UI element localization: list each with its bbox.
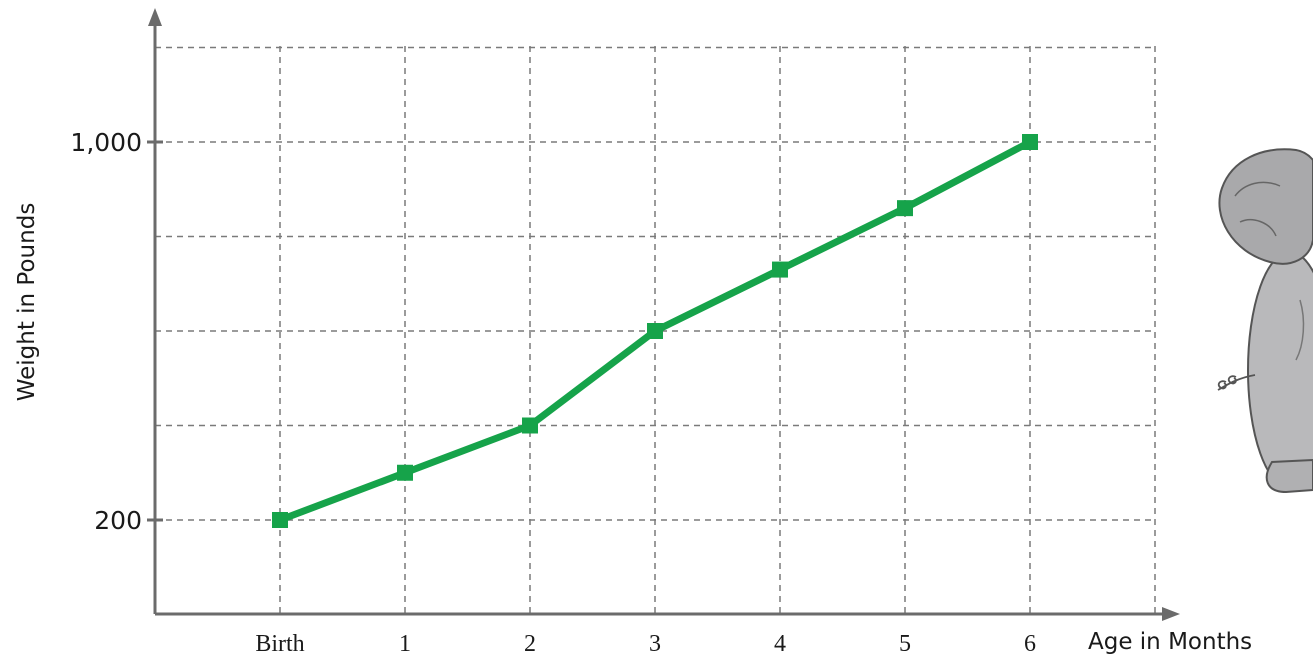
x-tick-label: 2 — [524, 631, 536, 657]
axes — [148, 8, 1180, 621]
data-point — [522, 417, 538, 434]
data-point — [772, 261, 788, 278]
y-axis-label: Weight in Pounds — [14, 203, 40, 402]
x-tick-label: Birth — [255, 631, 304, 657]
x-tick-label: 6 — [1024, 631, 1036, 657]
elephant-icon — [1217, 148, 1313, 494]
y-tick-labels: 200 1,000 — [70, 128, 163, 535]
y-axis-arrow — [148, 8, 162, 26]
x-axis-label: Age in Months — [1088, 629, 1252, 655]
x-tick-label: 4 — [774, 631, 786, 657]
data-point — [647, 323, 663, 339]
x-tick-label: 1 — [399, 631, 411, 657]
data-point — [272, 512, 288, 528]
y-tick-label: 200 — [94, 506, 142, 535]
y-tick-label: 1,000 — [70, 128, 142, 157]
data-point — [1022, 134, 1038, 150]
x-tick-labels: Birth 1 2 3 4 5 6 — [255, 631, 1036, 657]
x-tick-label: 3 — [649, 631, 661, 657]
x-axis-arrow — [1162, 607, 1180, 621]
data-point — [897, 200, 913, 217]
data-point — [397, 464, 413, 481]
x-tick-label: 5 — [899, 631, 911, 657]
series-group — [272, 134, 1038, 528]
